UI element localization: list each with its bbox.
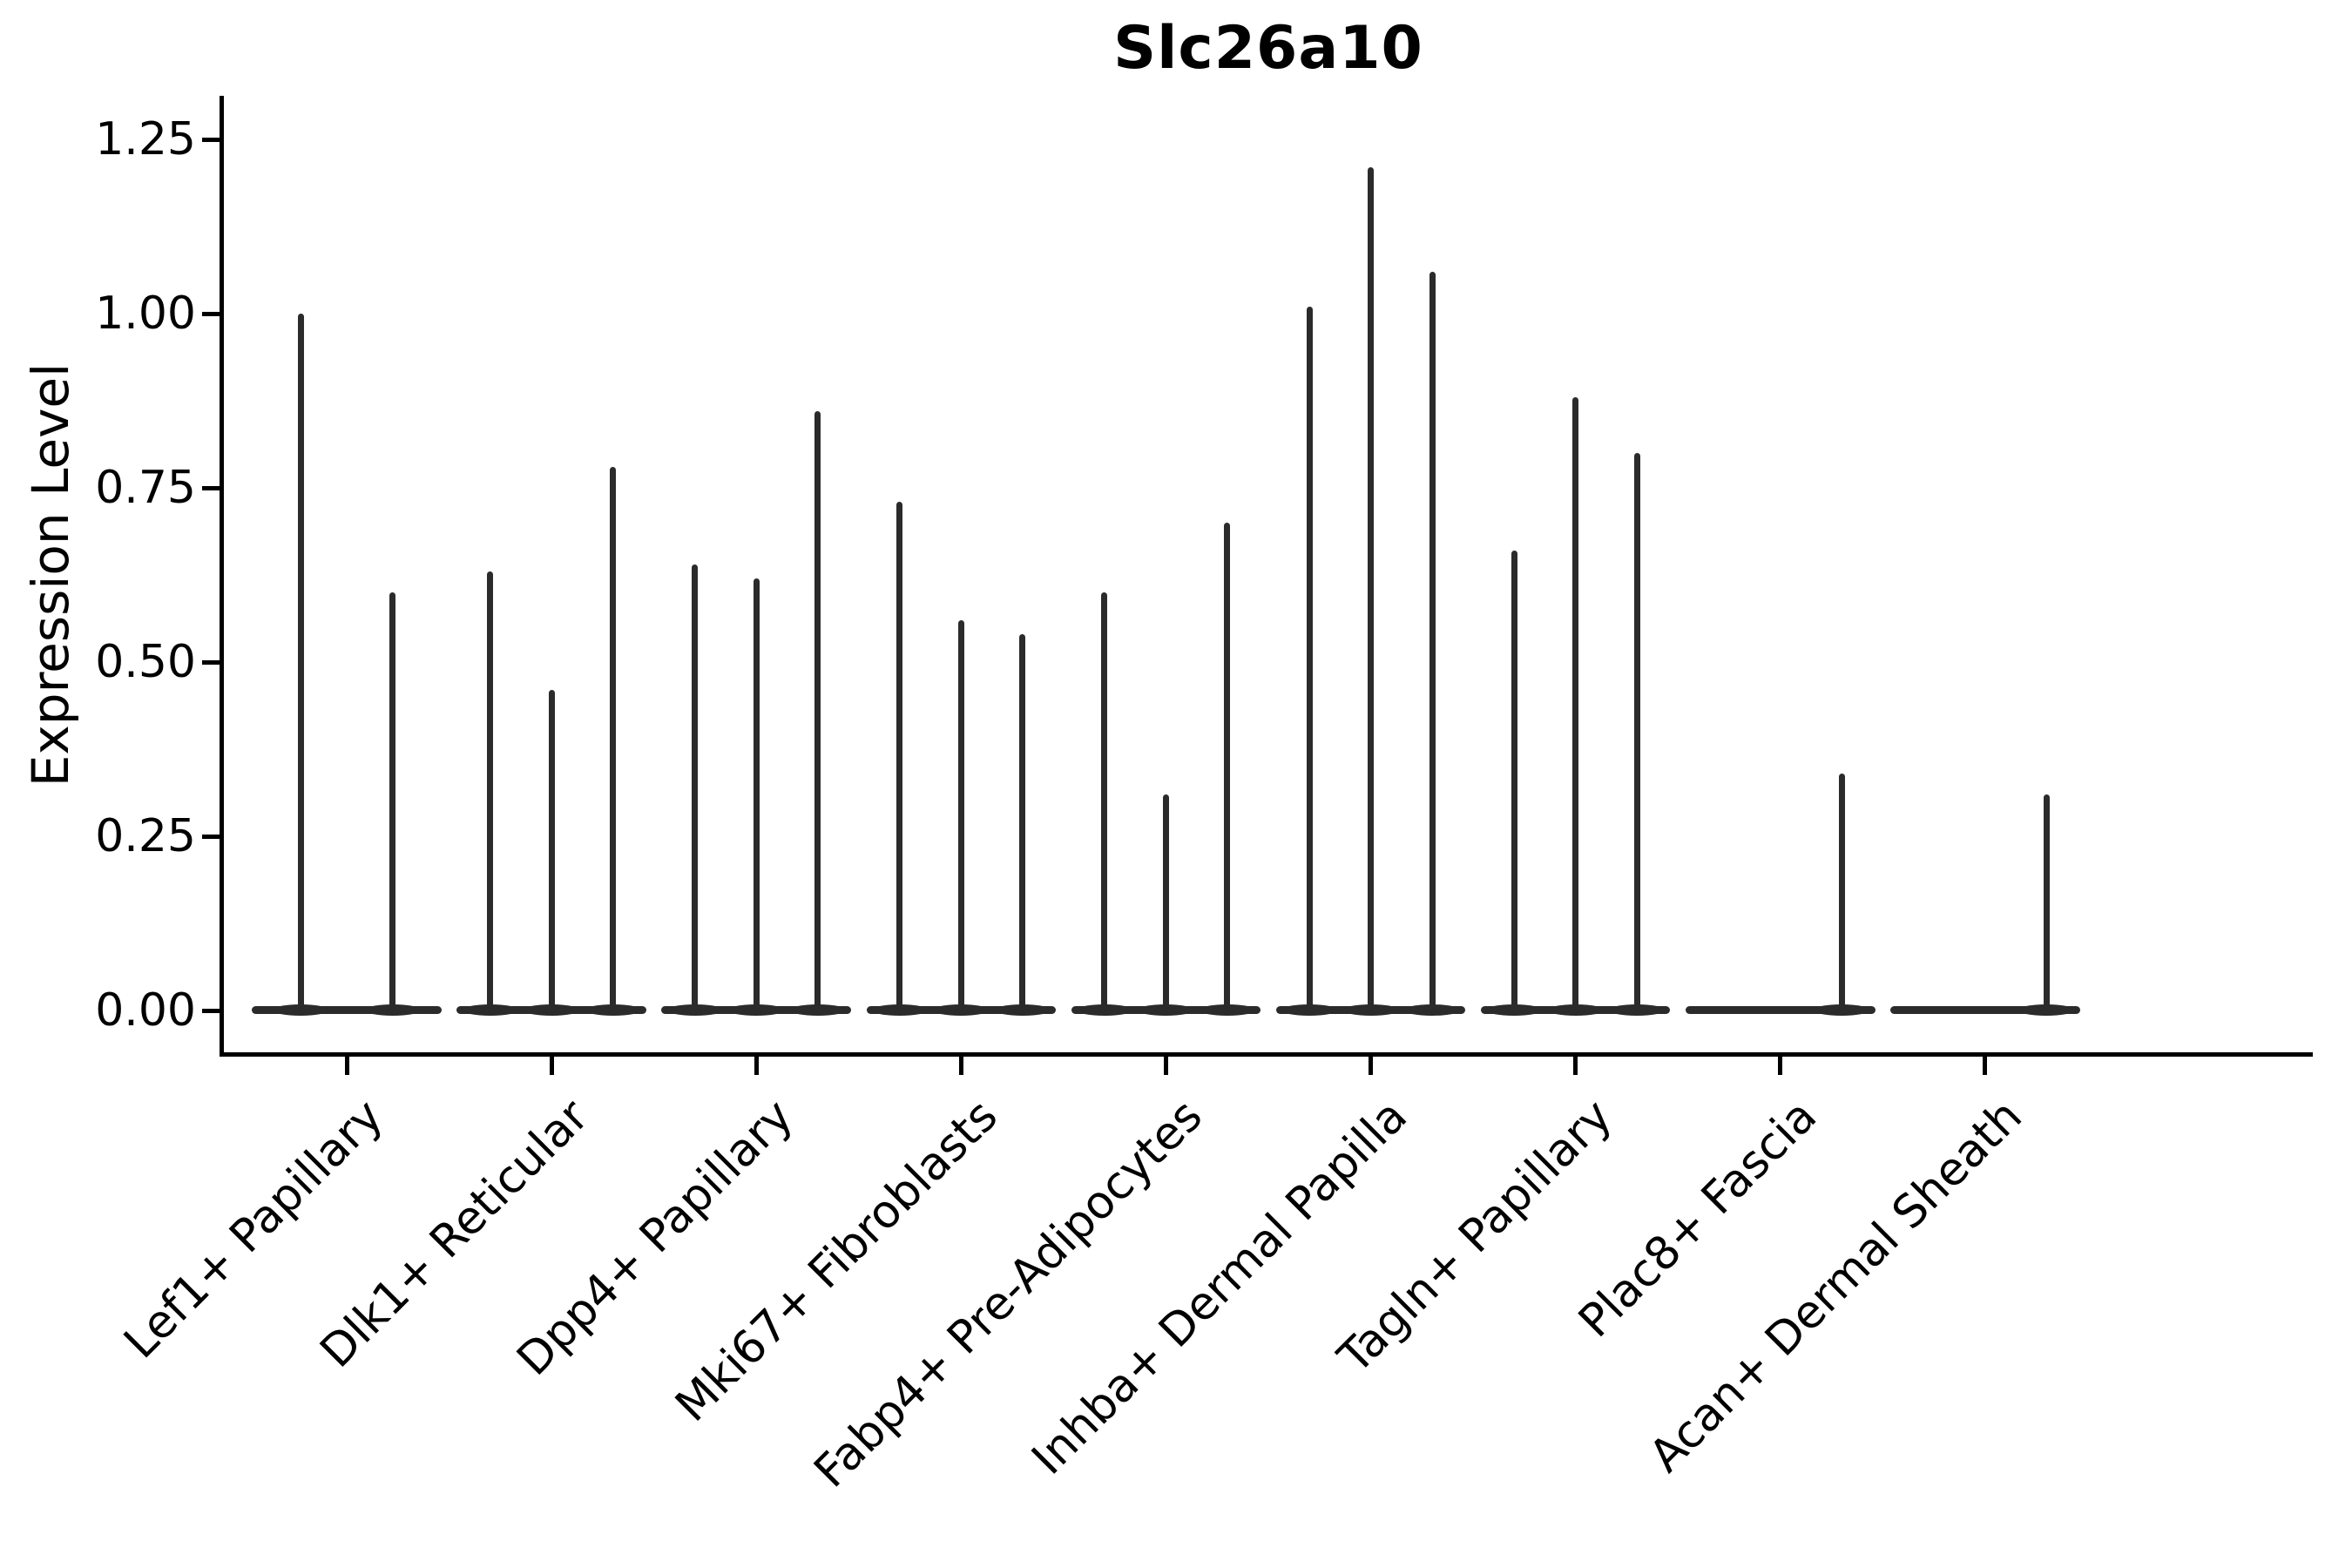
violin-spike: [297, 314, 304, 1010]
violin-baseline: [1685, 1006, 1876, 1014]
x-tick: [1778, 1054, 1783, 1075]
y-tick-label: 0.75: [95, 462, 196, 514]
x-tick: [549, 1054, 554, 1075]
violin-spike: [896, 502, 903, 1010]
violin-baseline: [252, 1006, 442, 1014]
x-tick: [754, 1054, 759, 1075]
violin-spike: [1306, 307, 1313, 1010]
violin-spike: [692, 564, 699, 1010]
y-tick: [202, 1008, 220, 1013]
violin-spike: [1511, 551, 1517, 1010]
x-tick: [1163, 1054, 1168, 1075]
violin-spike: [753, 578, 760, 1010]
violin-spike: [548, 690, 555, 1010]
violin-spike: [814, 411, 821, 1010]
violin-spike: [957, 620, 964, 1010]
violin-spike: [1838, 774, 1845, 1010]
violin-spike: [487, 571, 494, 1010]
y-axis-spine: [220, 96, 224, 1057]
chart-title: Slc26a10: [1113, 14, 1423, 83]
y-tick-label: 0.00: [95, 984, 196, 1037]
y-tick-label: 1.25: [95, 113, 196, 166]
y-tick: [202, 311, 220, 316]
violin-spike: [1429, 272, 1436, 1010]
violin-spike: [1224, 523, 1231, 1010]
violin-spike: [1019, 634, 1026, 1010]
violin-spike: [1162, 794, 1169, 1010]
violin-spike: [389, 592, 396, 1010]
violin-spike: [610, 467, 617, 1010]
x-tick-label: Inhba+ Dermal Papilla: [1022, 1090, 1418, 1485]
y-tick: [202, 137, 220, 142]
y-tick: [202, 659, 220, 665]
x-axis-spine: [220, 1052, 2313, 1057]
y-tick-label: 1.00: [95, 287, 196, 340]
violin-baseline: [1890, 1006, 2080, 1014]
x-tick: [1983, 1054, 1988, 1075]
x-tick: [958, 1054, 963, 1075]
x-tick: [1573, 1054, 1578, 1075]
y-tick-label: 0.50: [95, 636, 196, 688]
x-tick-label: Acan+ Dermal Sheath: [1639, 1090, 2032, 1483]
violin-spike: [1368, 167, 1375, 1010]
x-tick: [344, 1054, 349, 1075]
violin-spike: [2043, 794, 2050, 1010]
violin-spike: [1572, 397, 1579, 1010]
y-tick: [202, 834, 220, 839]
x-tick-label: Fabp4+ Pre-Adipocytes: [804, 1090, 1213, 1498]
x-tick: [1369, 1054, 1374, 1075]
violin-spike: [1633, 453, 1640, 1010]
y-tick-label: 0.25: [95, 810, 196, 862]
y-tick: [202, 485, 220, 490]
violin-spike: [1101, 592, 1108, 1010]
